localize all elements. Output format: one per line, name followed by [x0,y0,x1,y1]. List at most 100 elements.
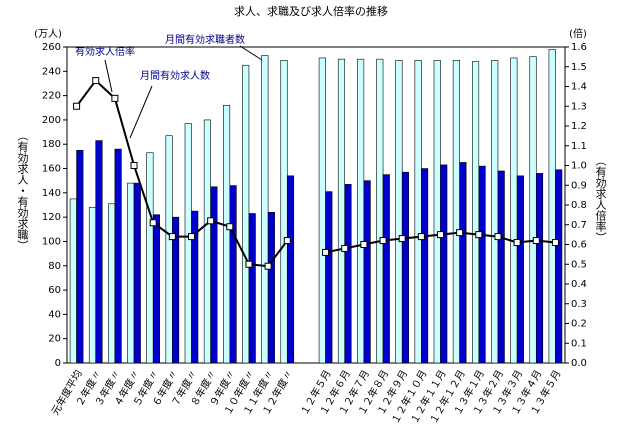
y2-tick-label: 0.1 [571,338,587,349]
leader-line [104,59,113,93]
y-tick-label: 260 [42,42,61,53]
bar [133,182,141,364]
line-marker [437,231,444,239]
line-marker [532,237,540,245]
leader-line [239,45,263,61]
bar [210,186,218,364]
line-marker [475,231,483,239]
bar [261,55,269,364]
bar [229,185,237,364]
y-tick-label: 60 [48,285,61,296]
bar [395,60,403,364]
bar [248,213,256,364]
line-marker [360,241,368,248]
bar [555,169,563,364]
y-tick-label: 180 [42,139,61,150]
y2-tick-label: 1.2 [571,121,587,132]
series-annotation: 月間有効求人数 [140,69,210,82]
line-marker [92,77,100,85]
y-tick-label: 200 [42,115,61,126]
bar [497,170,505,364]
y2-axis-title: （有効求人倍率） [594,155,607,243]
line-marker [398,235,406,243]
bar [491,60,499,364]
y2-tick-label: 1.6 [571,42,587,53]
line-marker [283,237,291,245]
bar [76,150,84,364]
line-marker [130,162,138,169]
series-annotation: 有効求人倍率 [75,45,135,58]
bar [529,56,537,364]
line-marker [111,94,119,102]
bar [88,207,97,364]
bar [152,214,160,364]
y-tick-label: 220 [42,91,61,102]
line-marker [226,223,234,231]
line-marker [188,233,195,241]
line-marker [149,219,157,227]
bar [165,135,173,364]
line-marker [513,239,521,247]
y2-tick-label: 1.5 [571,62,587,73]
y-tick-label: 0 [55,358,61,369]
bar [286,175,295,364]
bar [376,58,384,364]
bar [108,203,116,364]
bar [146,152,154,364]
y-unit: (万人) [34,28,62,40]
bar [318,57,326,364]
y-tick-label: 160 [42,164,61,175]
bar [203,119,211,364]
bar [280,60,288,364]
line-marker [168,233,176,241]
y-tick-label: 140 [42,188,61,199]
y2-tick-label: 0.2 [571,319,587,330]
y2-tick-label: 0.9 [571,180,587,191]
y2-tick-label: 0.6 [571,240,587,251]
plot-area [66,46,566,364]
line-marker [551,239,559,247]
line-marker [207,217,215,225]
bar [363,180,371,364]
y-tick-label: 240 [42,66,61,77]
bar [191,210,199,364]
bar [548,49,556,364]
line-marker [379,237,387,245]
line-marker [417,233,425,241]
bar [69,198,77,364]
chart-title: 求人、求職及び求人倍率の推移 [234,4,388,18]
bar [472,61,480,364]
bar [95,140,103,364]
x-tick-label: 元年度平均 [49,368,85,418]
y2-tick-label: 0.7 [571,220,587,231]
bar [172,216,180,364]
y-tick-label: 100 [42,236,61,247]
line-marker [73,102,81,110]
bar [267,211,275,364]
y2-tick-label: 0.0 [571,358,587,369]
y2-tick-label: 0.3 [571,299,587,310]
line-marker [341,244,349,252]
bar [325,191,333,364]
y2-tick-label: 1.0 [571,161,587,172]
bar [242,64,250,364]
y-tick-label: 20 [48,334,61,345]
bar [421,168,429,364]
bar [357,58,365,364]
line-marker [264,262,272,270]
bar [337,58,346,364]
y2-tick-label: 0.8 [571,200,587,211]
y-tick-label: 120 [42,212,61,223]
y2-tick-label: 1.3 [571,101,587,112]
series-annotation: 月間有効求職者数 [165,33,245,46]
y-axis-title: （有効求人・有効求職） [16,130,29,251]
line-marker [494,233,502,241]
bar [535,173,544,364]
bar [344,184,352,364]
y2-tick-label: 1.1 [571,141,587,152]
bar [510,57,518,364]
bar [401,171,409,364]
bar [184,123,192,364]
y2-tick-label: 1.4 [571,82,587,93]
